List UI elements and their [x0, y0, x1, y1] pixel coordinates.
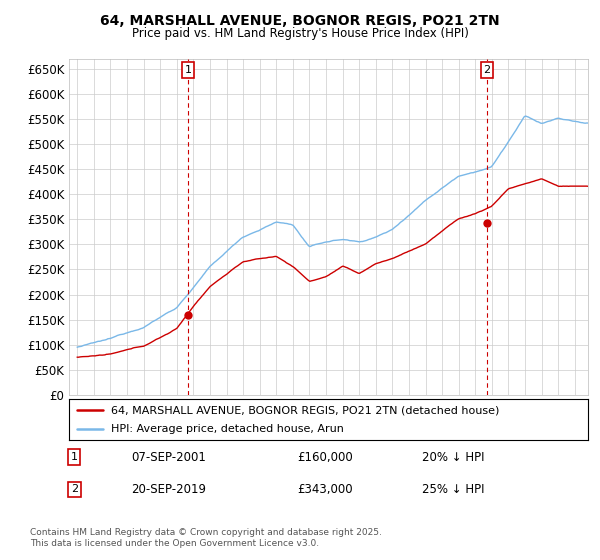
Text: 20% ↓ HPI: 20% ↓ HPI	[422, 450, 484, 464]
Text: 07-SEP-2001: 07-SEP-2001	[131, 450, 206, 464]
Text: 2: 2	[484, 65, 491, 75]
Text: 2: 2	[71, 484, 78, 494]
Text: 1: 1	[71, 452, 77, 462]
Text: 20-SEP-2019: 20-SEP-2019	[131, 483, 206, 496]
Text: Contains HM Land Registry data © Crown copyright and database right 2025.
This d: Contains HM Land Registry data © Crown c…	[30, 528, 382, 548]
Text: Price paid vs. HM Land Registry's House Price Index (HPI): Price paid vs. HM Land Registry's House …	[131, 27, 469, 40]
Text: £343,000: £343,000	[298, 483, 353, 496]
Text: 1: 1	[185, 65, 191, 75]
Text: 25% ↓ HPI: 25% ↓ HPI	[422, 483, 484, 496]
Text: 64, MARSHALL AVENUE, BOGNOR REGIS, PO21 2TN (detached house): 64, MARSHALL AVENUE, BOGNOR REGIS, PO21 …	[110, 405, 499, 415]
Text: HPI: Average price, detached house, Arun: HPI: Average price, detached house, Arun	[110, 424, 343, 433]
Text: 64, MARSHALL AVENUE, BOGNOR REGIS, PO21 2TN: 64, MARSHALL AVENUE, BOGNOR REGIS, PO21 …	[100, 14, 500, 28]
Text: £160,000: £160,000	[298, 450, 353, 464]
